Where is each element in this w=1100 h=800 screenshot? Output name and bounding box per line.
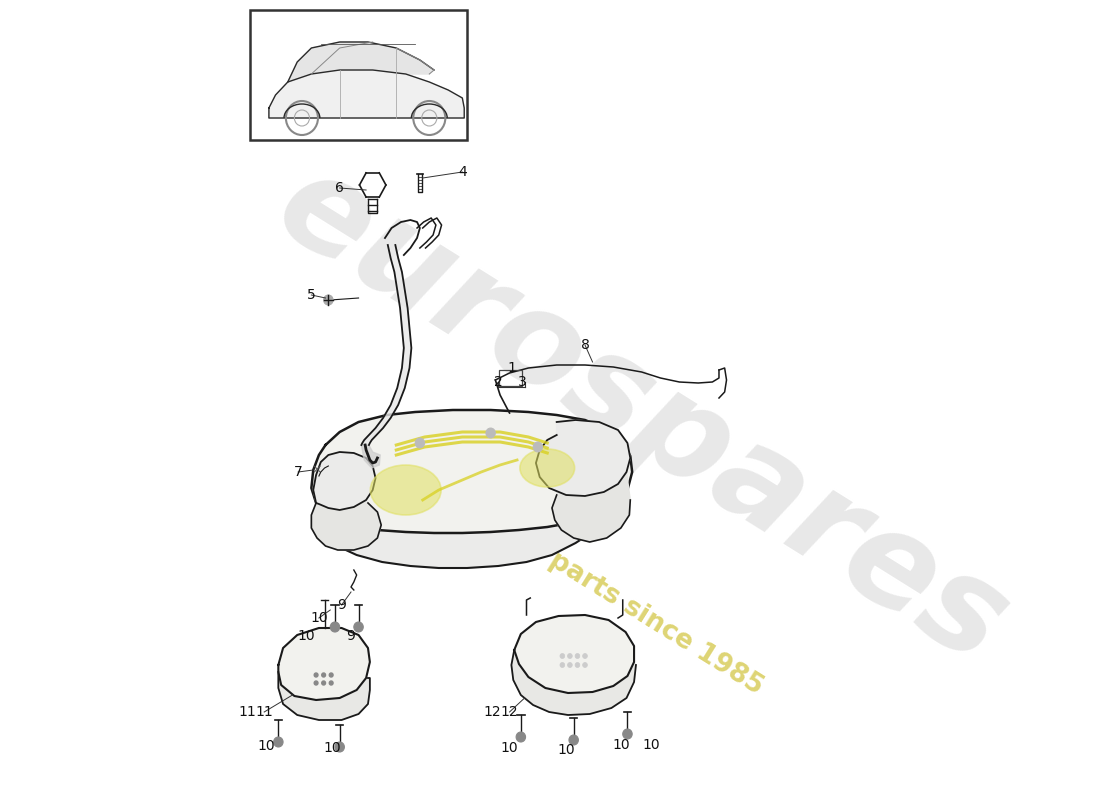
Circle shape: [329, 673, 333, 677]
Polygon shape: [514, 615, 634, 693]
Circle shape: [274, 737, 283, 747]
Ellipse shape: [371, 465, 441, 515]
Polygon shape: [512, 650, 636, 715]
Polygon shape: [536, 420, 630, 496]
Circle shape: [330, 622, 340, 632]
Text: 10: 10: [612, 738, 629, 752]
Text: 4: 4: [458, 165, 466, 179]
Circle shape: [560, 662, 564, 667]
Polygon shape: [362, 245, 411, 445]
Bar: [250, 10, 468, 140]
Text: 3: 3: [518, 375, 527, 389]
Polygon shape: [288, 42, 434, 82]
Polygon shape: [278, 672, 370, 720]
Circle shape: [415, 438, 425, 448]
Circle shape: [315, 681, 318, 685]
Circle shape: [568, 654, 572, 658]
Polygon shape: [362, 445, 381, 468]
Circle shape: [583, 654, 587, 658]
Circle shape: [534, 442, 542, 452]
Ellipse shape: [520, 449, 574, 487]
Text: 9: 9: [346, 629, 355, 643]
Polygon shape: [311, 500, 382, 550]
Text: 10: 10: [558, 743, 575, 757]
Circle shape: [321, 681, 326, 685]
Text: 10: 10: [257, 739, 275, 753]
Polygon shape: [268, 70, 464, 118]
Text: 8: 8: [581, 338, 590, 352]
Circle shape: [568, 662, 572, 667]
Circle shape: [323, 295, 333, 305]
Circle shape: [575, 654, 580, 658]
Polygon shape: [536, 435, 630, 542]
Circle shape: [560, 654, 564, 658]
Text: 6: 6: [336, 181, 344, 195]
Text: 12: 12: [484, 705, 502, 719]
Text: 10: 10: [310, 611, 328, 625]
Text: 7: 7: [294, 465, 302, 479]
Circle shape: [329, 681, 333, 685]
Polygon shape: [316, 490, 627, 568]
Text: 1: 1: [507, 361, 516, 375]
Circle shape: [336, 742, 344, 752]
Text: ×: ×: [311, 463, 322, 477]
Circle shape: [516, 732, 526, 742]
Text: a passion for parts since 1985: a passion for parts since 1985: [374, 440, 768, 700]
Text: 10: 10: [500, 741, 518, 755]
Circle shape: [315, 673, 318, 677]
Text: 9: 9: [337, 598, 346, 612]
Polygon shape: [314, 452, 375, 510]
Circle shape: [575, 662, 580, 667]
Circle shape: [583, 662, 587, 667]
Circle shape: [354, 622, 363, 632]
Circle shape: [623, 729, 632, 739]
Text: 11: 11: [239, 705, 256, 719]
Circle shape: [569, 735, 579, 745]
Polygon shape: [311, 410, 632, 533]
Text: 12: 12: [500, 705, 518, 719]
Text: 10: 10: [323, 741, 341, 755]
Circle shape: [321, 673, 326, 677]
Text: 2: 2: [494, 375, 503, 389]
Text: 11: 11: [255, 705, 273, 719]
Text: 10: 10: [298, 629, 316, 643]
Circle shape: [486, 428, 495, 438]
Text: 10: 10: [642, 738, 660, 752]
Polygon shape: [278, 628, 370, 700]
Text: 5: 5: [307, 288, 316, 302]
Text: eurospares: eurospares: [254, 140, 1030, 690]
